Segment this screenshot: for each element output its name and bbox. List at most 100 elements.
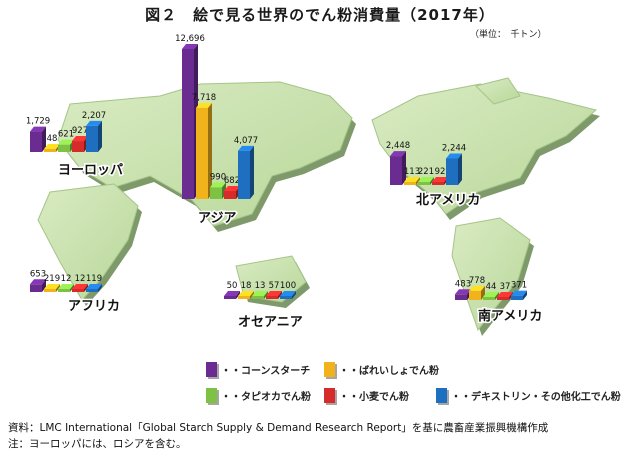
bar bbox=[469, 285, 485, 300]
data-label: 100 bbox=[280, 281, 296, 291]
bar bbox=[266, 291, 282, 299]
data-label: 653 bbox=[30, 269, 46, 279]
region-label: アジア bbox=[198, 211, 236, 226]
bar-front bbox=[44, 149, 56, 152]
bar-top bbox=[224, 291, 240, 296]
data-label: 44 bbox=[486, 282, 497, 292]
bar-top bbox=[224, 185, 240, 191]
bar-front bbox=[86, 289, 98, 292]
bar-front bbox=[497, 297, 509, 300]
data-label: 682 bbox=[224, 176, 240, 186]
bar-side bbox=[250, 291, 254, 299]
bar-side bbox=[208, 102, 212, 199]
bar bbox=[280, 291, 296, 299]
bar-front bbox=[58, 289, 70, 292]
bar-side bbox=[264, 291, 268, 299]
bar-front bbox=[446, 158, 458, 185]
bar bbox=[72, 136, 88, 152]
bar-front bbox=[182, 49, 194, 199]
africa-landmass bbox=[37, 183, 139, 301]
bar-top bbox=[497, 292, 513, 297]
bar-front bbox=[224, 296, 236, 299]
bar-front bbox=[224, 190, 236, 199]
bar-top bbox=[418, 177, 434, 182]
bar bbox=[44, 284, 60, 292]
bar-front bbox=[483, 297, 495, 300]
bar-front bbox=[280, 296, 292, 299]
bar-front bbox=[238, 150, 250, 199]
bar bbox=[511, 290, 527, 300]
data-label: 483 bbox=[455, 279, 471, 289]
bar-side bbox=[236, 291, 240, 299]
bar-front bbox=[404, 182, 416, 185]
region-label: 南アメリカ bbox=[478, 308, 542, 324]
data-label: 778 bbox=[469, 276, 485, 286]
bar-side bbox=[495, 292, 499, 300]
data-label: 2,244 bbox=[442, 143, 466, 153]
data-label: 2,448 bbox=[386, 141, 410, 151]
source-note: 資料：LMC International「Global Starch Suppl… bbox=[8, 422, 549, 434]
bar-side bbox=[402, 151, 406, 185]
legend-swatch bbox=[206, 388, 217, 403]
bar bbox=[30, 126, 46, 152]
bar-side bbox=[523, 290, 527, 300]
bar-front bbox=[44, 289, 56, 292]
bar-top bbox=[86, 284, 102, 289]
bar-front bbox=[432, 182, 444, 185]
bar-front bbox=[455, 294, 467, 300]
bar-side bbox=[481, 285, 485, 300]
bar-front bbox=[252, 296, 264, 299]
bar-side bbox=[56, 284, 60, 292]
bar-top bbox=[432, 177, 448, 182]
bar bbox=[196, 102, 212, 199]
bar-front bbox=[418, 182, 430, 185]
data-label: 50 bbox=[227, 281, 238, 291]
bar-top bbox=[238, 291, 254, 296]
south-america-landmass bbox=[451, 217, 531, 332]
bar bbox=[446, 153, 462, 185]
bar-top bbox=[266, 291, 282, 296]
data-label: 113 bbox=[404, 167, 420, 177]
bar-top bbox=[182, 44, 198, 49]
region-label: オセアニア bbox=[238, 315, 303, 330]
data-label: 48 bbox=[47, 134, 58, 144]
bar-side bbox=[42, 279, 46, 292]
bar-top bbox=[58, 284, 74, 289]
greenland-landmass bbox=[475, 77, 521, 105]
chart-title: 図２ 絵で見る世界のでん粉消費量（2017年） bbox=[145, 6, 495, 24]
data-label: 12 bbox=[61, 274, 72, 284]
bar-front bbox=[86, 125, 98, 152]
bar bbox=[483, 292, 499, 300]
bar-side bbox=[278, 291, 282, 299]
legend-item-corn: ・・コーンスターチ bbox=[206, 362, 310, 377]
legend-label: ・・ばれいしょでん粉 bbox=[339, 366, 439, 377]
legend-label: ・・小麦でん粉 bbox=[339, 392, 409, 403]
data-label: 119 bbox=[86, 274, 102, 284]
bar bbox=[86, 120, 102, 152]
bar-front bbox=[58, 144, 70, 152]
unit-label: （単位： 千トン） bbox=[470, 30, 547, 40]
bar-top bbox=[446, 153, 462, 159]
bar-top bbox=[404, 177, 420, 182]
data-label: 92 bbox=[435, 167, 446, 177]
bar-top bbox=[210, 182, 226, 188]
data-label: 7,718 bbox=[192, 93, 216, 103]
bar bbox=[238, 291, 254, 299]
legend-swatch bbox=[206, 362, 217, 377]
bar bbox=[30, 279, 46, 292]
bar-top bbox=[390, 151, 406, 157]
data-label: 371 bbox=[511, 281, 527, 291]
bar-side bbox=[98, 120, 102, 152]
region-label: アフリカ bbox=[68, 299, 120, 314]
data-label: 927 bbox=[72, 126, 88, 136]
legend-item-tapioca: ・・タピオカでん粉 bbox=[206, 388, 311, 403]
bar-top bbox=[30, 279, 46, 285]
bar-top bbox=[44, 144, 60, 149]
data-label: 57 bbox=[269, 281, 280, 291]
data-label: 18 bbox=[241, 281, 252, 291]
bar-top bbox=[511, 290, 527, 296]
legend-item-dextrin: ・・デキストリン・その他化工でん粉 bbox=[436, 388, 621, 403]
bar bbox=[86, 284, 102, 292]
